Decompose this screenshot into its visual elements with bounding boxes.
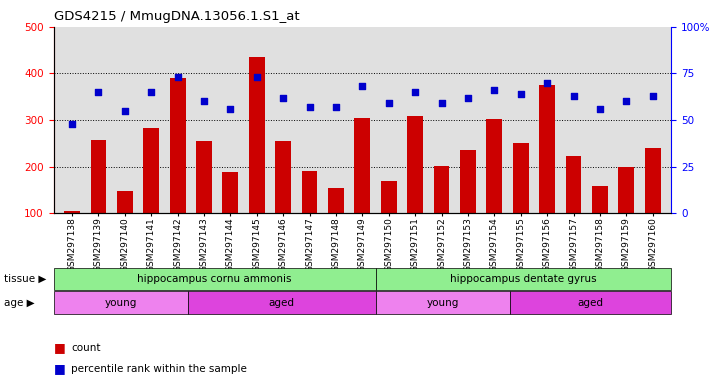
Bar bbox=[513, 143, 528, 260]
Text: age ▶: age ▶ bbox=[4, 298, 34, 308]
Point bbox=[225, 106, 236, 112]
Text: tissue ▶: tissue ▶ bbox=[4, 274, 46, 284]
Text: count: count bbox=[71, 343, 101, 353]
Bar bbox=[301, 171, 318, 260]
Bar bbox=[196, 141, 212, 260]
Point bbox=[409, 89, 421, 95]
Point bbox=[541, 80, 553, 86]
Text: aged: aged bbox=[578, 298, 603, 308]
Point bbox=[647, 93, 658, 99]
Point bbox=[172, 74, 183, 80]
Bar bbox=[381, 182, 397, 260]
Point bbox=[331, 104, 342, 110]
Text: percentile rank within the sample: percentile rank within the sample bbox=[71, 364, 247, 374]
Point bbox=[146, 89, 157, 95]
Bar bbox=[249, 57, 265, 260]
Bar bbox=[618, 167, 634, 260]
Bar bbox=[117, 191, 133, 260]
Point bbox=[93, 89, 104, 95]
Bar bbox=[91, 139, 106, 260]
Point bbox=[304, 104, 316, 110]
Point bbox=[436, 100, 447, 106]
Bar bbox=[486, 119, 502, 260]
Point bbox=[462, 94, 473, 101]
Point bbox=[515, 91, 526, 97]
Point bbox=[383, 100, 394, 106]
Bar bbox=[223, 172, 238, 260]
Point bbox=[620, 98, 632, 104]
Point bbox=[568, 93, 579, 99]
Point bbox=[119, 108, 131, 114]
Bar bbox=[592, 186, 608, 260]
Bar bbox=[354, 118, 371, 260]
Bar bbox=[645, 148, 660, 260]
Point bbox=[66, 121, 78, 127]
Text: young: young bbox=[104, 298, 137, 308]
Text: GDS4215 / MmugDNA.13056.1.S1_at: GDS4215 / MmugDNA.13056.1.S1_at bbox=[54, 10, 299, 23]
Bar bbox=[276, 141, 291, 260]
Text: ■: ■ bbox=[54, 362, 65, 375]
Point bbox=[198, 98, 210, 104]
Text: aged: aged bbox=[268, 298, 295, 308]
Bar bbox=[433, 166, 449, 260]
Bar bbox=[64, 211, 80, 260]
Bar bbox=[144, 128, 159, 260]
Bar bbox=[328, 187, 344, 260]
Bar bbox=[407, 116, 423, 260]
Bar bbox=[565, 156, 581, 260]
Point bbox=[278, 94, 289, 101]
Bar bbox=[170, 78, 186, 260]
Point bbox=[594, 106, 605, 112]
Bar bbox=[460, 150, 476, 260]
Text: young: young bbox=[427, 298, 459, 308]
Point bbox=[251, 74, 263, 80]
Text: ■: ■ bbox=[54, 341, 65, 354]
Text: hippocampus dentate gyrus: hippocampus dentate gyrus bbox=[450, 274, 597, 284]
Text: hippocampus cornu ammonis: hippocampus cornu ammonis bbox=[137, 274, 292, 284]
Point bbox=[488, 87, 500, 93]
Bar bbox=[539, 85, 555, 260]
Point bbox=[356, 83, 368, 89]
